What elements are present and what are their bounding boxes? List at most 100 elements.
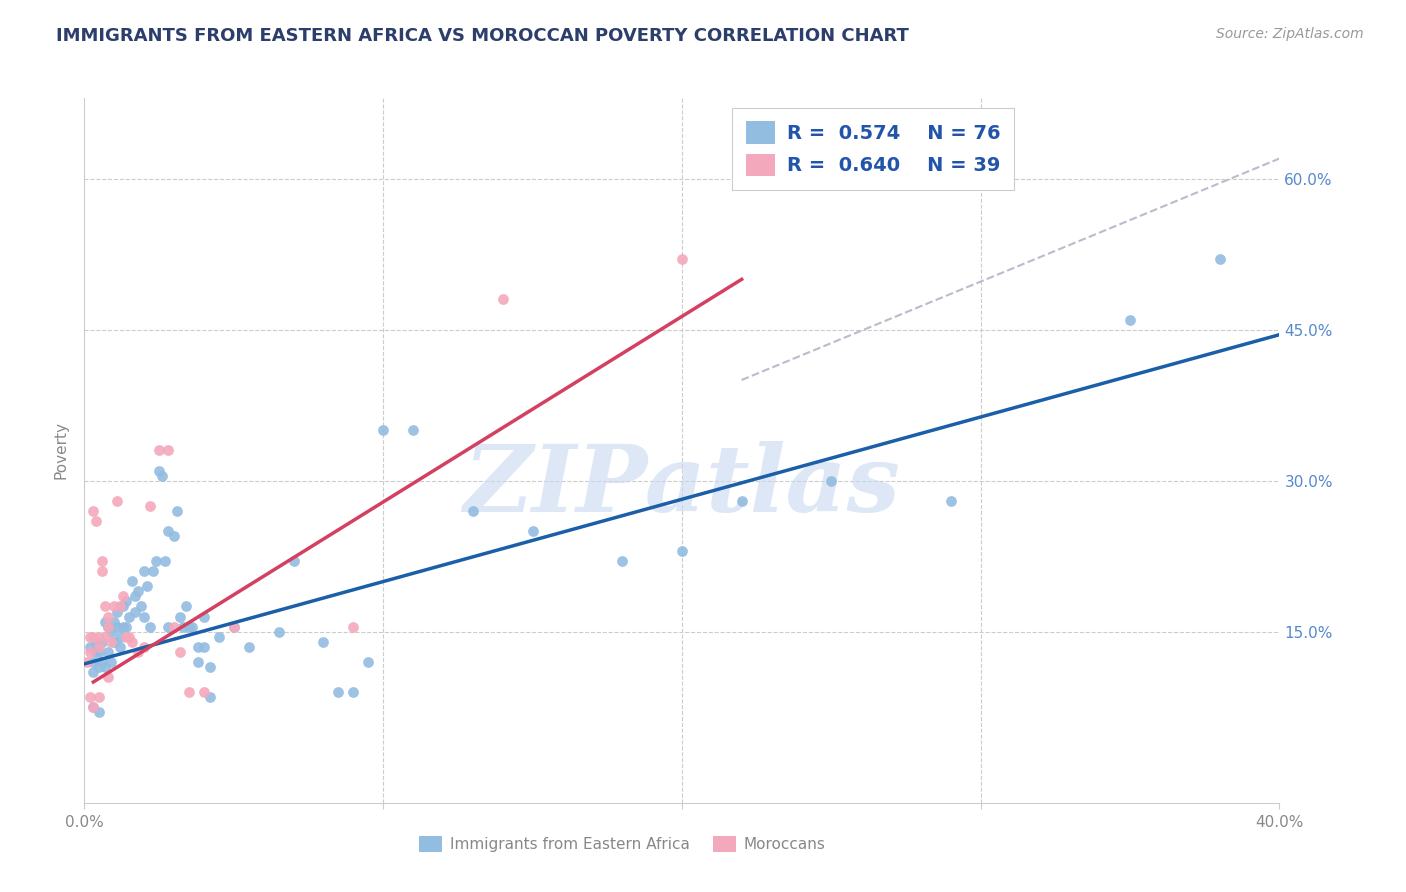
Point — [97, 609, 120, 624]
Point — [112, 590, 135, 604]
Point — [222, 620, 245, 634]
Point — [402, 423, 425, 437]
Point — [222, 620, 245, 634]
Point — [267, 624, 290, 639]
Point — [671, 252, 693, 267]
Point — [820, 474, 842, 488]
Point — [110, 640, 132, 654]
Point — [132, 609, 156, 624]
Point — [187, 655, 209, 669]
Point — [76, 655, 98, 669]
Point — [145, 554, 167, 568]
Point — [121, 634, 143, 648]
Point — [169, 645, 191, 659]
Point — [115, 594, 138, 608]
Point — [163, 529, 186, 543]
Point — [157, 620, 180, 634]
Point — [112, 620, 135, 634]
Point — [148, 443, 170, 458]
Legend: Immigrants from Eastern Africa, Moroccans: Immigrants from Eastern Africa, Moroccan… — [413, 830, 831, 859]
Point — [198, 690, 221, 705]
Point — [115, 630, 138, 644]
Point — [139, 499, 162, 513]
Point — [731, 493, 754, 508]
Point — [89, 640, 111, 654]
Point — [461, 504, 484, 518]
Point — [342, 620, 364, 634]
Point — [89, 660, 111, 674]
Point — [79, 640, 101, 654]
Point — [118, 609, 141, 624]
Point — [1119, 312, 1142, 326]
Point — [91, 554, 114, 568]
Point — [124, 605, 146, 619]
Point — [110, 630, 132, 644]
Point — [198, 660, 221, 674]
Point — [97, 620, 120, 634]
Point — [181, 620, 204, 634]
Point — [132, 640, 156, 654]
Point — [1209, 252, 1232, 267]
Point — [129, 599, 152, 614]
Point — [127, 645, 149, 659]
Point — [150, 468, 173, 483]
Point — [163, 620, 186, 634]
Text: IMMIGRANTS FROM EASTERN AFRICA VS MOROCCAN POVERTY CORRELATION CHART: IMMIGRANTS FROM EASTERN AFRICA VS MOROCC… — [56, 27, 910, 45]
Point — [100, 655, 122, 669]
Point — [94, 630, 117, 644]
Point — [100, 634, 122, 648]
Point — [86, 634, 108, 648]
Text: Source: ZipAtlas.com: Source: ZipAtlas.com — [1216, 27, 1364, 41]
Point — [136, 579, 159, 593]
Point — [169, 609, 191, 624]
Point — [177, 685, 200, 699]
Point — [86, 514, 108, 528]
Point — [132, 564, 156, 578]
Point — [91, 634, 114, 648]
Point — [89, 705, 111, 719]
Point — [79, 690, 101, 705]
Point — [342, 685, 364, 699]
Point — [105, 605, 128, 619]
Point — [492, 293, 515, 307]
Point — [79, 645, 101, 659]
Point — [110, 599, 132, 614]
Point — [82, 700, 104, 714]
Point — [103, 615, 125, 629]
Point — [193, 640, 215, 654]
Point — [193, 685, 215, 699]
Point — [82, 700, 104, 714]
Y-axis label: Poverty: Poverty — [53, 421, 69, 480]
Point — [139, 620, 162, 634]
Point — [97, 670, 120, 684]
Point — [89, 690, 111, 705]
Point — [121, 574, 143, 589]
Point — [148, 464, 170, 478]
Point — [118, 630, 141, 644]
Point — [94, 599, 117, 614]
Point — [174, 599, 197, 614]
Point — [187, 640, 209, 654]
Point — [283, 554, 305, 568]
Point — [671, 544, 693, 558]
Point — [82, 630, 104, 644]
Point — [97, 620, 120, 634]
Point — [91, 564, 114, 578]
Point — [157, 443, 180, 458]
Point — [172, 620, 194, 634]
Point — [79, 630, 101, 644]
Point — [193, 609, 215, 624]
Point — [153, 554, 176, 568]
Point — [103, 599, 125, 614]
Point — [82, 665, 104, 679]
Point — [328, 685, 350, 699]
Point — [127, 584, 149, 599]
Point — [112, 599, 135, 614]
Point — [612, 554, 634, 568]
Point — [94, 660, 117, 674]
Point — [115, 620, 138, 634]
Point — [166, 504, 188, 518]
Point — [238, 640, 260, 654]
Point — [105, 493, 128, 508]
Point — [208, 630, 231, 644]
